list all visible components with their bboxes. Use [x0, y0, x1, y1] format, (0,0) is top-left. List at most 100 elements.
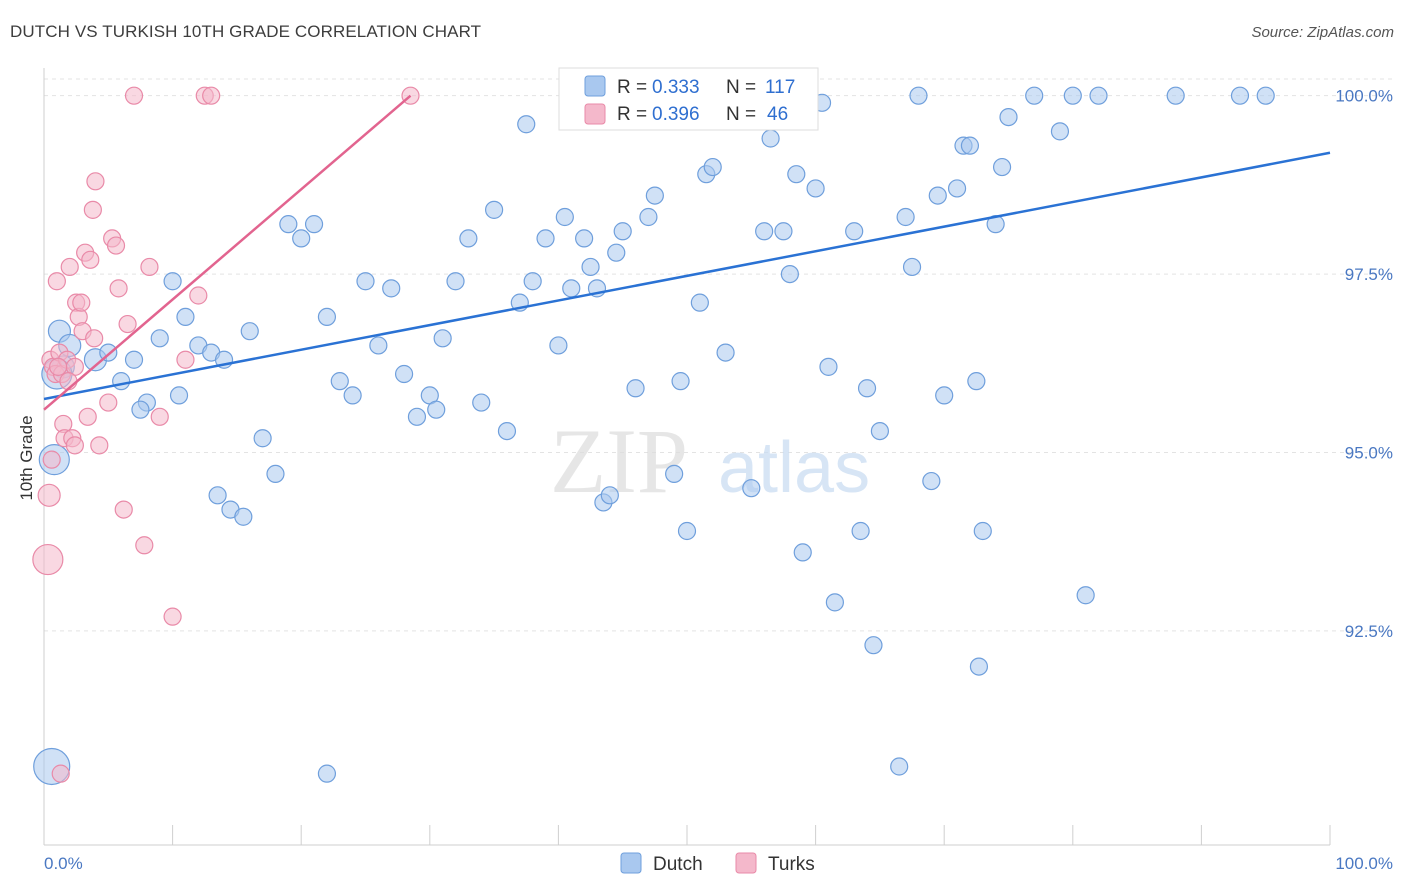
bottom-legend-label-turks[interactable]: Turks	[768, 854, 815, 875]
turks-point	[90, 436, 109, 455]
dutch-point	[935, 386, 954, 405]
turks-point	[106, 236, 126, 255]
dutch-point	[896, 207, 915, 227]
turks-point	[150, 407, 169, 426]
turks-point	[176, 350, 195, 369]
dutch-point	[266, 464, 285, 484]
y-tick-label: 92.5%	[1345, 622, 1393, 641]
dutch-point	[755, 222, 774, 241]
dutch-point	[645, 186, 664, 205]
dutch-point	[819, 357, 838, 376]
turks-point	[59, 372, 78, 391]
dutch-point	[1166, 86, 1185, 105]
legend-n-value-dutch: 117	[765, 77, 795, 98]
dutch-point	[549, 336, 568, 355]
y-tick-labels: 92.5% 95.0% 97.5% 100.0%	[1335, 87, 1393, 641]
dutch-point	[240, 322, 259, 341]
dutch-point	[131, 400, 150, 419]
dutch-point	[485, 200, 504, 219]
dutch-point	[864, 636, 883, 655]
turks-point	[140, 257, 159, 277]
dutch-point	[607, 243, 626, 262]
dutch-point	[922, 471, 941, 491]
turks-point	[51, 764, 70, 783]
bottom-legend-swatch-turks	[735, 852, 757, 874]
watermark-atlas: atlas	[718, 428, 870, 508]
dutch-point	[909, 86, 928, 105]
dutch-point	[703, 157, 722, 177]
turks-point	[47, 272, 66, 291]
dutch-point	[902, 257, 922, 277]
dutch-point	[825, 593, 844, 612]
dutch-point	[169, 386, 189, 405]
dutch-point	[787, 165, 806, 184]
dutch-point	[890, 757, 909, 776]
dutch-point	[1256, 86, 1275, 105]
dutch-point	[1063, 86, 1082, 105]
dutch-point	[677, 521, 697, 541]
dutch-point	[967, 372, 986, 391]
dutch-point	[845, 222, 864, 241]
turks-point	[114, 500, 133, 519]
turks-point	[83, 200, 102, 219]
dutch-point	[382, 279, 401, 298]
dutch-point	[639, 207, 658, 227]
legend-r-label-dutch: R =	[617, 77, 647, 98]
dutch-point	[459, 229, 478, 248]
dutch-point	[851, 521, 870, 541]
dutch-point	[163, 272, 182, 291]
dutch-point	[292, 229, 311, 248]
chart-title: DUTCH VS TURKISH 10TH GRADE CORRELATION …	[10, 22, 482, 41]
dutch-trendline	[43, 151, 1331, 401]
dutch-point	[806, 179, 825, 198]
y-tick-label: 100.0%	[1335, 87, 1393, 106]
turks-point	[163, 607, 182, 626]
dutch-point	[407, 407, 427, 426]
dutch-point	[472, 393, 491, 412]
turks-point	[32, 543, 64, 576]
dutch-point	[870, 421, 890, 441]
dutch-point	[234, 507, 253, 526]
legend-r-label-turks: R =	[617, 104, 647, 125]
dutch-point	[497, 421, 517, 441]
dutch-point	[774, 222, 793, 241]
legend-n-label-turks: N =	[726, 104, 756, 125]
turks-point	[37, 483, 61, 507]
dutch-point	[253, 429, 272, 448]
bottom-legend-label-dutch[interactable]: Dutch	[653, 854, 703, 875]
dutch-point	[369, 336, 388, 355]
turks-point	[81, 250, 100, 269]
dutch-point	[562, 279, 581, 298]
watermark-zip: ZIP	[550, 410, 688, 512]
dutch-point	[960, 136, 980, 155]
trendlines	[43, 94, 1331, 411]
turks-point	[99, 393, 118, 412]
series-legend: Dutch Turks	[620, 852, 815, 875]
dutch-point	[208, 486, 227, 505]
turks-point	[60, 257, 79, 277]
dutch-point	[176, 307, 195, 327]
dutch-point	[1076, 586, 1095, 605]
turks-point	[135, 536, 154, 555]
dutch-point	[1050, 122, 1070, 141]
dutch-point	[317, 307, 337, 327]
correlation-legend: R = 0.333 N = 117 R = 0.396 N = 46	[558, 67, 819, 131]
legend-n-value-turks: 46	[767, 104, 788, 125]
dutch-point	[112, 372, 131, 391]
turks-points	[32, 86, 420, 783]
dutch-point	[581, 257, 600, 277]
dutch-point	[626, 379, 645, 398]
turks-point	[49, 357, 68, 376]
turks-point	[85, 329, 104, 348]
dutch-point	[446, 272, 465, 291]
dutch-point	[427, 400, 446, 419]
dutch-point	[992, 157, 1012, 177]
dutch-point	[356, 272, 375, 291]
dutch-point	[969, 657, 989, 676]
turks-point	[65, 436, 84, 455]
dutch-point	[394, 364, 414, 384]
dutch-point	[780, 264, 799, 284]
bottom-legend-swatch-dutch	[620, 852, 642, 874]
dutch-point	[600, 486, 619, 505]
